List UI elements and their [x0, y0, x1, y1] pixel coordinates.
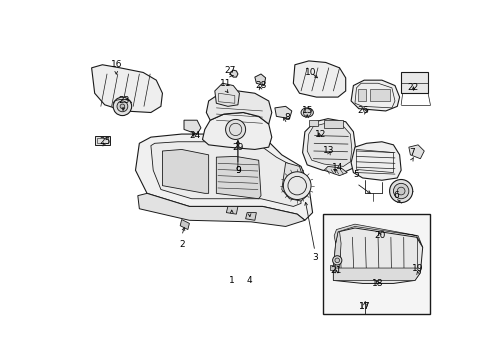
Polygon shape — [302, 119, 356, 172]
Text: 12: 12 — [314, 130, 325, 139]
Text: 13: 13 — [323, 147, 334, 156]
Text: 1: 1 — [228, 276, 234, 285]
Polygon shape — [135, 134, 312, 220]
Text: 14: 14 — [332, 163, 343, 172]
Circle shape — [283, 172, 310, 199]
Text: 5: 5 — [353, 170, 359, 179]
Text: 20: 20 — [374, 231, 385, 240]
Polygon shape — [151, 142, 301, 206]
Text: 4: 4 — [246, 276, 252, 285]
Text: 8: 8 — [284, 113, 289, 122]
Text: 16: 16 — [110, 60, 122, 69]
Text: 17: 17 — [359, 302, 370, 311]
Circle shape — [120, 104, 124, 109]
Polygon shape — [308, 120, 317, 126]
Polygon shape — [95, 136, 110, 145]
Circle shape — [393, 183, 408, 199]
Polygon shape — [230, 70, 238, 77]
Polygon shape — [293, 61, 345, 97]
Polygon shape — [91, 65, 162, 112]
Circle shape — [332, 256, 341, 265]
Text: 15: 15 — [301, 107, 312, 116]
Circle shape — [113, 97, 131, 116]
Ellipse shape — [301, 108, 313, 117]
Circle shape — [117, 101, 127, 112]
Circle shape — [303, 109, 310, 116]
Text: 2: 2 — [179, 240, 184, 249]
Polygon shape — [324, 166, 346, 176]
Polygon shape — [216, 156, 261, 199]
Text: 21: 21 — [330, 266, 342, 275]
Polygon shape — [357, 89, 365, 101]
Text: 6: 6 — [392, 191, 398, 200]
Text: 28: 28 — [255, 81, 266, 90]
Polygon shape — [162, 149, 208, 193]
Polygon shape — [180, 220, 189, 230]
Circle shape — [334, 258, 339, 263]
Polygon shape — [350, 80, 399, 111]
Text: 25: 25 — [99, 137, 110, 146]
Text: 18: 18 — [371, 279, 383, 288]
Text: 26: 26 — [356, 107, 367, 116]
Polygon shape — [138, 193, 305, 226]
Circle shape — [389, 180, 412, 203]
Polygon shape — [333, 224, 422, 247]
Polygon shape — [226, 206, 238, 214]
Text: 9: 9 — [235, 166, 240, 175]
Polygon shape — [333, 228, 422, 283]
Text: 9: 9 — [235, 166, 240, 175]
Text: 24: 24 — [189, 131, 200, 140]
Text: 23: 23 — [118, 96, 129, 105]
Text: 17: 17 — [359, 302, 370, 311]
Polygon shape — [206, 91, 271, 124]
Text: 7: 7 — [408, 148, 414, 157]
Polygon shape — [333, 268, 420, 280]
Polygon shape — [333, 232, 341, 280]
Polygon shape — [183, 120, 201, 134]
Polygon shape — [214, 83, 239, 106]
Circle shape — [396, 187, 404, 195]
Polygon shape — [329, 265, 334, 270]
Text: 29: 29 — [232, 143, 243, 152]
Polygon shape — [400, 72, 427, 93]
Text: 11: 11 — [220, 79, 231, 88]
Bar — [323, 214, 429, 314]
Polygon shape — [274, 106, 291, 119]
Text: 27: 27 — [224, 66, 235, 75]
Polygon shape — [350, 142, 400, 180]
Text: 3: 3 — [311, 253, 317, 262]
Polygon shape — [369, 89, 389, 101]
Polygon shape — [306, 123, 351, 166]
Circle shape — [225, 120, 245, 139]
Polygon shape — [281, 163, 306, 201]
Polygon shape — [254, 74, 265, 86]
Text: 10: 10 — [305, 68, 316, 77]
Polygon shape — [245, 213, 256, 220]
Text: 19: 19 — [411, 264, 423, 273]
Polygon shape — [324, 120, 343, 128]
Polygon shape — [202, 112, 271, 149]
Polygon shape — [408, 145, 424, 159]
Text: 22: 22 — [407, 84, 418, 93]
